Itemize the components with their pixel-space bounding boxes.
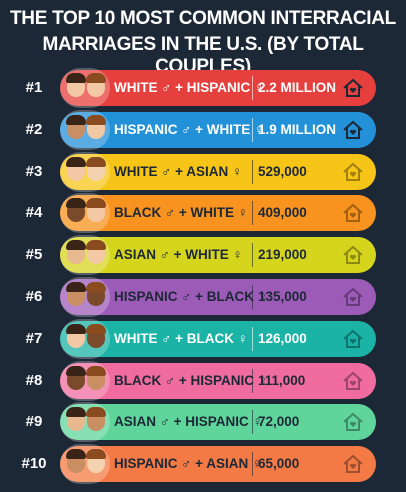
couple-label: ASIAN ♂ + WHITE ♀ bbox=[114, 247, 243, 263]
hair bbox=[86, 407, 106, 418]
couple-count: 126,000 bbox=[258, 330, 307, 346]
rank-label: #8 bbox=[25, 371, 43, 389]
row-pill: WHITE ♂ + HISPANIC ♀ 2.2 MILLION bbox=[60, 68, 376, 108]
hair bbox=[86, 449, 106, 460]
hair bbox=[86, 323, 106, 334]
couple-count: 65,000 bbox=[258, 456, 300, 472]
avatar bbox=[60, 68, 110, 108]
hair bbox=[66, 407, 86, 418]
hair bbox=[86, 114, 106, 125]
hair bbox=[86, 240, 106, 251]
couple-count: 111,000 bbox=[258, 372, 306, 388]
couple-label: BLACK ♂ + HISPANIC ♀ bbox=[114, 372, 268, 388]
home-icon bbox=[343, 371, 363, 390]
home-icon bbox=[343, 287, 363, 306]
row-pill: BLACK ♂ + HISPANIC ♀ 111,000 bbox=[60, 360, 376, 401]
row-pill: BLACK ♂ + WHITE ♀ 409,000 bbox=[60, 193, 376, 234]
row-pill: ASIAN ♂ + WHITE ♀ 219,000 bbox=[60, 235, 376, 276]
couple-count: 1.9 MILLION bbox=[258, 121, 337, 137]
couple-count: 219,000 bbox=[258, 247, 307, 263]
rank-label: #6 bbox=[25, 288, 43, 305]
couple-label: HISPANIC ♂ + BLACK ♀ bbox=[114, 289, 268, 304]
avatar bbox=[60, 277, 110, 317]
hair bbox=[86, 365, 106, 376]
divider bbox=[252, 368, 253, 393]
title-line: THE TOP 10 MOST COMMON INTERRACIAL bbox=[9, 8, 396, 29]
row-pill: HISPANIC ♂ + ASIAN ♀ 65,000 bbox=[60, 444, 376, 485]
hair bbox=[66, 198, 86, 209]
row-pill: HISPANIC ♂ + BLACK ♀ 135,000 bbox=[60, 277, 376, 317]
hair bbox=[66, 449, 86, 460]
hair bbox=[66, 240, 86, 251]
home-icon bbox=[343, 454, 363, 474]
home-icon bbox=[343, 120, 363, 139]
avatar bbox=[60, 151, 110, 192]
row-pill: WHITE ♂ + ASIAN ♀ 529,000 bbox=[60, 151, 376, 192]
hair bbox=[66, 323, 86, 334]
couple-label: WHITE ♂ + HISPANIC ♀ bbox=[114, 80, 265, 95]
couple-label: WHITE ♂ + ASIAN ♀ bbox=[114, 163, 243, 179]
hair bbox=[86, 198, 106, 209]
rank-label: #5 bbox=[25, 246, 43, 264]
couple-label: BLACK ♂ + WHITE ♀ bbox=[114, 205, 248, 221]
home-icon bbox=[343, 245, 363, 265]
hair bbox=[66, 73, 86, 83]
rank-label: #3 bbox=[25, 162, 43, 180]
row-pill: WHITE ♂ + BLACK ♀ 126,000 bbox=[60, 318, 376, 359]
couple-label: HISPANIC ♂ + ASIAN ♀ bbox=[114, 456, 263, 472]
divider bbox=[252, 76, 253, 100]
couple-count: 72,000 bbox=[258, 414, 300, 430]
hair bbox=[66, 282, 86, 292]
hair bbox=[66, 114, 86, 125]
row-pill: ASIAN ♂ + HISPANIC ♀ 72,000 bbox=[60, 402, 376, 443]
rank-label: #9 bbox=[25, 413, 43, 431]
home-icon bbox=[343, 78, 363, 97]
divider bbox=[252, 159, 253, 184]
hair bbox=[66, 365, 86, 376]
rank-label: #2 bbox=[25, 120, 43, 138]
couple-label: HISPANIC ♂ + WHITE ♀ bbox=[114, 121, 265, 137]
avatar bbox=[60, 193, 110, 234]
rank-label: #1 bbox=[25, 79, 43, 96]
divider bbox=[252, 452, 253, 477]
divider bbox=[252, 117, 253, 142]
avatar bbox=[60, 109, 110, 150]
avatar bbox=[60, 402, 110, 443]
hair bbox=[86, 156, 106, 167]
divider bbox=[252, 201, 253, 226]
avatar bbox=[60, 444, 110, 485]
avatar bbox=[60, 360, 110, 401]
home-icon bbox=[343, 162, 363, 181]
home-icon bbox=[343, 329, 363, 348]
hair bbox=[66, 156, 86, 167]
couple-count: 2.2 MILLION bbox=[258, 80, 337, 95]
home-icon bbox=[343, 204, 363, 223]
couple-count: 135,000 bbox=[258, 289, 307, 304]
rank-label: #10 bbox=[21, 455, 47, 473]
divider bbox=[252, 410, 253, 435]
rank-label: #7 bbox=[25, 329, 43, 347]
avatar bbox=[60, 235, 110, 276]
rank-label: #4 bbox=[25, 204, 43, 222]
divider bbox=[252, 285, 253, 309]
divider bbox=[252, 326, 253, 351]
couple-count: 409,000 bbox=[258, 205, 307, 221]
row-pill: HISPANIC ♂ + WHITE ♀ 1.9 MILLION bbox=[60, 109, 376, 150]
couple-label: ASIAN ♂ + HISPANIC ♀ bbox=[114, 414, 263, 430]
hair bbox=[86, 282, 106, 292]
divider bbox=[252, 243, 253, 268]
hair bbox=[86, 73, 106, 83]
avatar bbox=[60, 318, 110, 359]
couple-count: 529,000 bbox=[258, 163, 307, 179]
home-icon bbox=[343, 413, 363, 432]
couple-label: WHITE ♂ + BLACK ♀ bbox=[114, 330, 248, 346]
